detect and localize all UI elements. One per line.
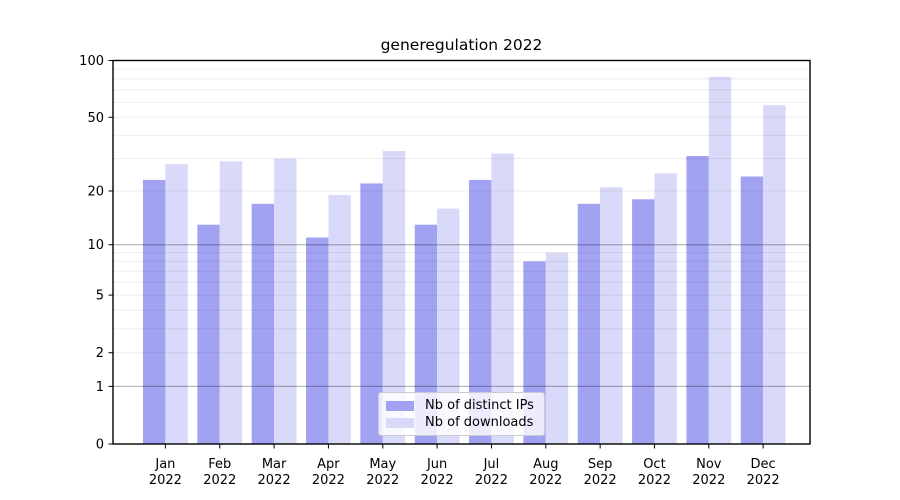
bar-distinct-ips [360,183,383,444]
x-tick-label-month: Jan [154,457,175,472]
x-tick-label-year: 2022 [529,473,562,488]
x-tick-label-year: 2022 [312,473,345,488]
x-tick-label-month: Jul [483,457,500,472]
bar-downloads [491,153,514,444]
bar-distinct-ips [740,176,764,444]
x-tick-label-year: 2022 [421,473,454,488]
x-tick-label-month: Sep [588,457,613,472]
legend-swatch-distinct-ips [386,400,414,411]
bar-distinct-ips [577,203,601,444]
bar-distinct-ips [686,156,709,444]
y-tick-label: 1 [96,380,104,395]
y-tick-label: 0 [96,438,104,453]
x-tick-label-year: 2022 [692,473,725,488]
bar-distinct-ips [143,179,166,444]
legend-item-downloads: Nb of downloads [386,414,536,431]
y-tick-label: 100 [79,54,104,69]
bar-downloads [165,164,188,445]
x-tick-label-year: 2022 [584,473,617,488]
y-tick-label: 10 [87,238,104,253]
bar-downloads [328,195,351,444]
chart-title: generegulation 2022 [380,36,543,54]
bar-distinct-ips [306,237,329,444]
x-tick-label-month: May [369,457,396,472]
bar-downloads [219,161,243,444]
x-tick-label-year: 2022 [747,473,780,488]
legend: Nb of distinct IPs Nb of downloads [378,392,545,436]
bar-downloads [763,105,786,444]
bar-downloads [600,187,623,444]
x-tick-label-month: Nov [696,457,722,472]
bar-distinct-ips [469,179,492,444]
legend-item-distinct-ips: Nb of distinct IPs [386,397,536,414]
y-tick-label: 5 [96,289,104,304]
axes-spines [112,59,811,445]
x-tick-label-month: Jun [426,457,447,472]
bar-downloads [274,158,297,444]
bar-downloads [708,76,732,445]
x-tick-label-month: Dec [751,457,776,472]
bar-distinct-ips [632,199,655,444]
x-tick-label-month: Apr [317,457,340,472]
x-tick-label-year: 2022 [149,473,182,488]
bar-downloads [654,173,677,444]
y-tick-label: 20 [87,185,104,200]
x-tick-label-year: 2022 [475,473,508,488]
x-tick-label-month: Oct [643,457,665,472]
x-tick-label-year: 2022 [258,473,291,488]
x-tick-label-year: 2022 [366,473,399,488]
x-tick-label-month: Aug [533,457,558,472]
x-tick-label-year: 2022 [638,473,671,488]
bar-downloads [545,252,569,444]
legend-label-distinct-ips: Nb of distinct IPs [425,398,534,413]
x-tick-label-month: Feb [208,457,231,472]
bar-downloads [382,150,406,445]
bar-distinct-ips [251,203,275,444]
legend-swatch-downloads [386,417,414,428]
x-tick-label-year: 2022 [203,473,236,488]
y-tick-label: 50 [87,111,104,126]
legend-label-downloads: Nb of downloads [425,415,534,430]
bar-distinct-ips [414,224,438,444]
bar-downloads [437,208,460,444]
x-tick-label-month: Mar [262,457,287,472]
y-tick-label: 2 [96,346,104,361]
bar-distinct-ips [197,224,220,444]
